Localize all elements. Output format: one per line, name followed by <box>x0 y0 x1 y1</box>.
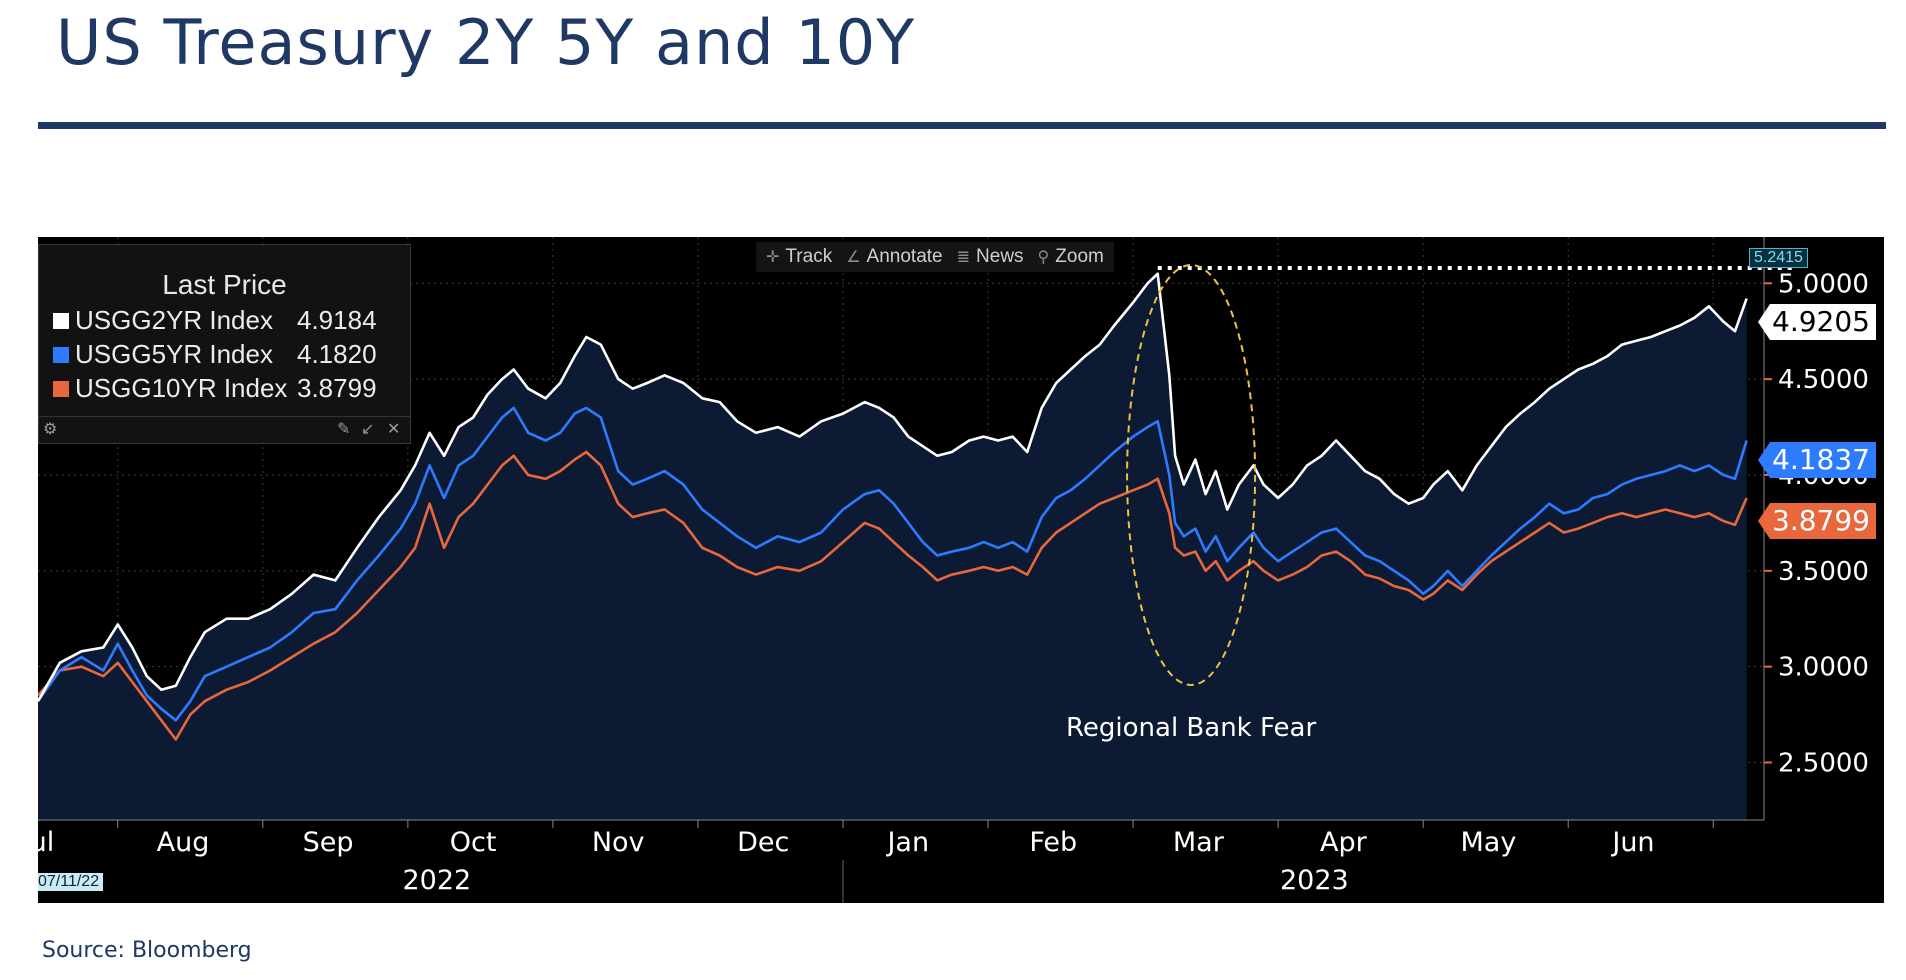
y-tick-label: 4.5000 <box>1778 365 1869 395</box>
x-tick-label: Jul <box>38 827 54 858</box>
toolbar-track-button[interactable]: ✛ Track <box>766 246 832 268</box>
legend-series-value: 4.9184 <box>297 305 377 335</box>
close-icon[interactable]: ✕ <box>387 421 401 438</box>
line-chart[interactable]: 2.50003.00003.50004.00004.50005.0000JulA… <box>38 237 1884 903</box>
x-tick-label: Mar <box>1173 827 1225 858</box>
x-year-label: 2023 <box>1280 865 1349 896</box>
toolbar-label: Annotate <box>866 246 943 267</box>
pencil-icon: ∠ <box>846 249 861 266</box>
news-icon: ≣ <box>956 249 971 266</box>
legend-row-5y[interactable]: USGG5YR Index 4.1820 <box>53 339 377 370</box>
annotation-text: Regional Bank Fear <box>1066 713 1317 743</box>
annotation-ellipse <box>1126 263 1257 686</box>
legend-row-10y[interactable]: USGG10YR Index 3.8799 <box>53 373 377 404</box>
legend-series-name: USGG2YR Index <box>75 305 273 335</box>
legend-row-2y[interactable]: USGG2YR Index 4.9184 <box>53 305 377 336</box>
last-value-tag-10y: 3.8799 <box>1758 503 1876 539</box>
page-title: US Treasury 2Y 5Y and 10Y <box>56 6 916 79</box>
legend-swatch-5y <box>53 347 69 363</box>
title-divider <box>38 122 1886 129</box>
series-line-2y <box>38 272 1748 702</box>
legend-series-name: USGG10YR Index <box>75 373 288 403</box>
x-tick-label: Nov <box>592 827 645 858</box>
x-tick-label: Sep <box>303 827 354 858</box>
y-tick-label: 3.0000 <box>1778 653 1869 683</box>
legend-footer: ⚙ ✎ ↙ ✕ <box>39 416 410 443</box>
x-tick-label: Aug <box>157 827 210 858</box>
legend-series-value: 4.1820 <box>297 339 377 369</box>
pin-icon[interactable]: ✎ <box>337 421 351 438</box>
x-tick-label: May <box>1461 827 1517 858</box>
y-tick-label: 3.5000 <box>1778 557 1869 587</box>
x-tick-label: Feb <box>1029 827 1077 858</box>
chart-panel: 2.50003.00003.50004.00004.50005.0000JulA… <box>38 237 1884 903</box>
x-axis-band <box>38 820 1764 903</box>
last-value-tag-2y: 4.9205 <box>1758 304 1876 340</box>
x-tick-label: Apr <box>1320 827 1368 858</box>
toolbar-label: News <box>976 246 1024 267</box>
axis-cap-label: 5.2415 <box>1749 248 1808 268</box>
legend-series-name: USGG5YR Index <box>75 339 273 369</box>
x-tick-label: Jun <box>1610 827 1654 858</box>
toolbar-label: Track <box>785 246 833 267</box>
y-tick-label: 2.5000 <box>1778 748 1869 778</box>
legend-swatch-2y <box>53 313 69 329</box>
collapse-icon[interactable]: ↙ <box>361 421 375 438</box>
x-tick-label: Dec <box>737 827 789 858</box>
legend-swatch-10y <box>53 381 69 397</box>
source-note: Source: Bloomberg <box>42 938 252 963</box>
series-line-5y <box>38 406 1748 722</box>
legend-panel[interactable]: Last Price USGG2YR Index 4.9184 USGG5YR I… <box>38 244 411 444</box>
legend-series-value: 3.8799 <box>297 373 377 403</box>
x-year-label: 2022 <box>403 865 472 896</box>
x-tick-label: Oct <box>450 827 497 858</box>
series-area-fill <box>38 273 1747 821</box>
toolbar-label: Zoom <box>1055 246 1104 267</box>
date-stamp: 07/11/22 <box>38 873 104 891</box>
series-line-10y <box>38 450 1748 741</box>
toolbar-annotate-button[interactable]: ∠ Annotate <box>846 246 942 268</box>
crosshair-icon: ✛ <box>766 249 780 266</box>
legend-title: Last Price <box>162 269 287 300</box>
gear-icon[interactable]: ⚙ <box>43 421 58 438</box>
magnifier-icon: ⚲ <box>1037 249 1050 266</box>
last-value-tag-5y: 4.1837 <box>1758 442 1876 478</box>
toolbar-news-button[interactable]: ≣ News <box>957 246 1024 268</box>
y-tick-label: 5.0000 <box>1778 269 1869 299</box>
x-tick-label: Jan <box>885 827 929 858</box>
toolbar-zoom-button[interactable]: ⚲ Zoom <box>1038 246 1104 268</box>
chart-toolbar: ✛ Track ∠ Annotate ≣ News ⚲ Zoom <box>756 242 1114 272</box>
